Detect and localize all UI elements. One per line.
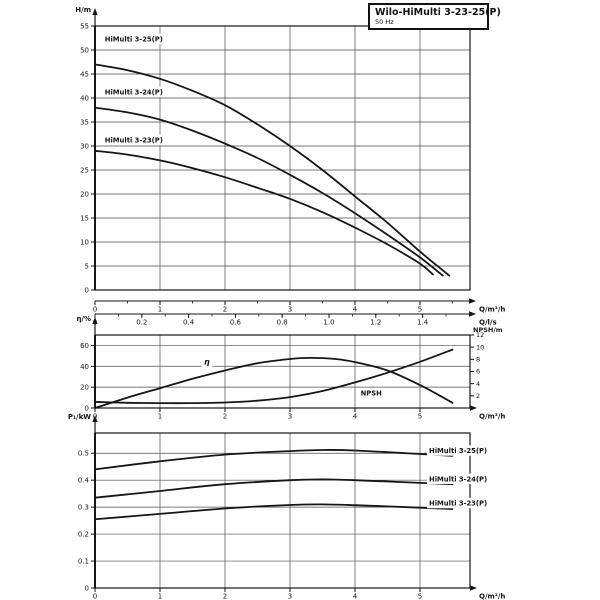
chart-title-box: Wilo-HiMulti 3-23-25(P) 50 Hz [368,3,501,30]
y2-tick-label: 10 [476,343,484,351]
y2-tick-label: 6 [476,368,480,376]
y2-tick-label: 12 [476,331,484,339]
y-tick-label: 0 [85,287,89,295]
curve-npsh [94,348,454,405]
x-axis-unit-label: Q/m³/h [479,593,505,600]
y-tick-label: 40 [80,95,89,103]
y-tick-label: 40 [80,363,89,371]
y-tick-label: 15 [80,215,89,223]
y-axis-label: P₁/kW [68,413,91,421]
x-axis-unit-label: Q/l/s [479,319,497,327]
x-tick-label: 3 [288,593,292,600]
y-tick-label: 35 [80,119,89,127]
y-tick-label: 0 [85,405,89,413]
curve-label-bg [427,497,491,509]
curve-label: NPSH [361,389,383,397]
x-tick-label: 0.2 [136,319,147,327]
curve-himulti-3-23-p [94,149,434,276]
x-tick-label: 2 [223,593,227,600]
y-tick-label: 0 [85,585,89,593]
x-tick-label: 5 [418,306,422,314]
axis-arrow [469,298,476,304]
axis-arrow [470,585,477,591]
curve-label-bg [102,86,167,97]
x-tick-label: 1 [158,413,162,421]
y-tick-label: 55 [80,23,89,31]
axis-arrow [92,8,98,15]
y-tick-label: 5 [85,263,89,271]
y-tick-label: 60 [80,342,89,350]
y-tick-label: 0.5 [78,450,89,458]
plot-frame [94,432,471,589]
y2-tick-label: 4 [476,380,480,388]
y-tick-label: 30 [80,143,89,151]
x-tick-label: 4 [353,413,358,421]
y2-tick-label: 8 [476,356,480,364]
x-tick-label: 1.2 [370,319,381,327]
axis-arrow [469,311,476,317]
x-tick-label: 4 [353,593,358,600]
y-tick-label: 0.2 [78,531,89,539]
plot-frame [94,334,471,409]
axis-arrow [92,317,98,324]
y-tick-label: 0.4 [78,477,90,485]
curve-himulti-3-25-p [94,449,454,471]
x-tick-label: 3 [288,413,292,421]
y-tick-label: 25 [80,167,89,175]
x-axis-unit-label: Q/m³/h [479,306,505,314]
curve-label-bg [201,356,213,368]
y2-axis-label: NPSH/m [473,326,503,334]
curve-himulti-3-24-p [94,478,454,499]
curve-label-bg [102,134,167,145]
x-tick-label: 1.4 [417,319,429,327]
x-tick-label: 0.8 [277,319,288,327]
y2-tick-label: 2 [476,392,480,400]
curve-label: HiMulti 3-25(P) [105,36,163,44]
x-tick-label: 4 [353,306,358,314]
curve-himulti-3-25-p [94,63,451,277]
chart-frequency-label: 50 Hz [375,18,394,26]
x-tick-label: 5 [418,593,422,600]
curve-label-bg [427,445,491,456]
y-tick-label: 10 [80,239,89,247]
y-tick-label: 20 [80,191,89,199]
x-tick-label: 0.4 [183,319,195,327]
x-tick-label: 0 [93,306,97,314]
y-tick-label: 20 [80,384,89,392]
x-tick-label: 3 [288,306,292,314]
curve-label: HiMulti 3-23(P) [105,136,163,144]
curve-label-bg [356,387,387,398]
chart-title: Wilo-HiMulti 3-23-25(P) [375,7,501,18]
x-tick-label: 2 [223,413,227,421]
curve-label: HiMulti 3-23(P) [429,500,487,508]
curve-label: η [204,358,210,367]
axis-arrow [92,415,98,422]
curve-label: HiMulti 3-25(P) [429,447,487,455]
y-tick-label: 0.1 [78,558,89,566]
x-tick-label: 0 [93,593,97,600]
y-tick-label: 50 [80,47,89,55]
y-tick-label: 45 [80,71,89,79]
x-tick-label: 1 [158,306,162,314]
curve- [94,356,454,409]
y-axis-label: η/% [76,315,91,323]
curve-himulti-3-23-p [94,503,454,521]
y-axis-label: H/m [75,6,91,14]
curve-label: HiMulti 3-24(P) [105,88,163,96]
x-tick-label: 5 [418,413,422,421]
x-tick-label: 1 [158,593,162,600]
x-tick-label: 2 [223,306,227,314]
x-tick-label: 1.0 [323,319,334,327]
x-axis-unit-label: Q/m³/h [479,413,505,421]
y-tick-label: 0.3 [78,504,89,512]
curve-label-bg [102,33,167,45]
curve-label: HiMulti 3-24(P) [429,475,487,483]
axis-arrow [470,405,477,411]
curve-label-bg [427,473,491,485]
x-tick-label: 0.6 [230,319,242,327]
curve-himulti-3-24-p [94,106,444,277]
